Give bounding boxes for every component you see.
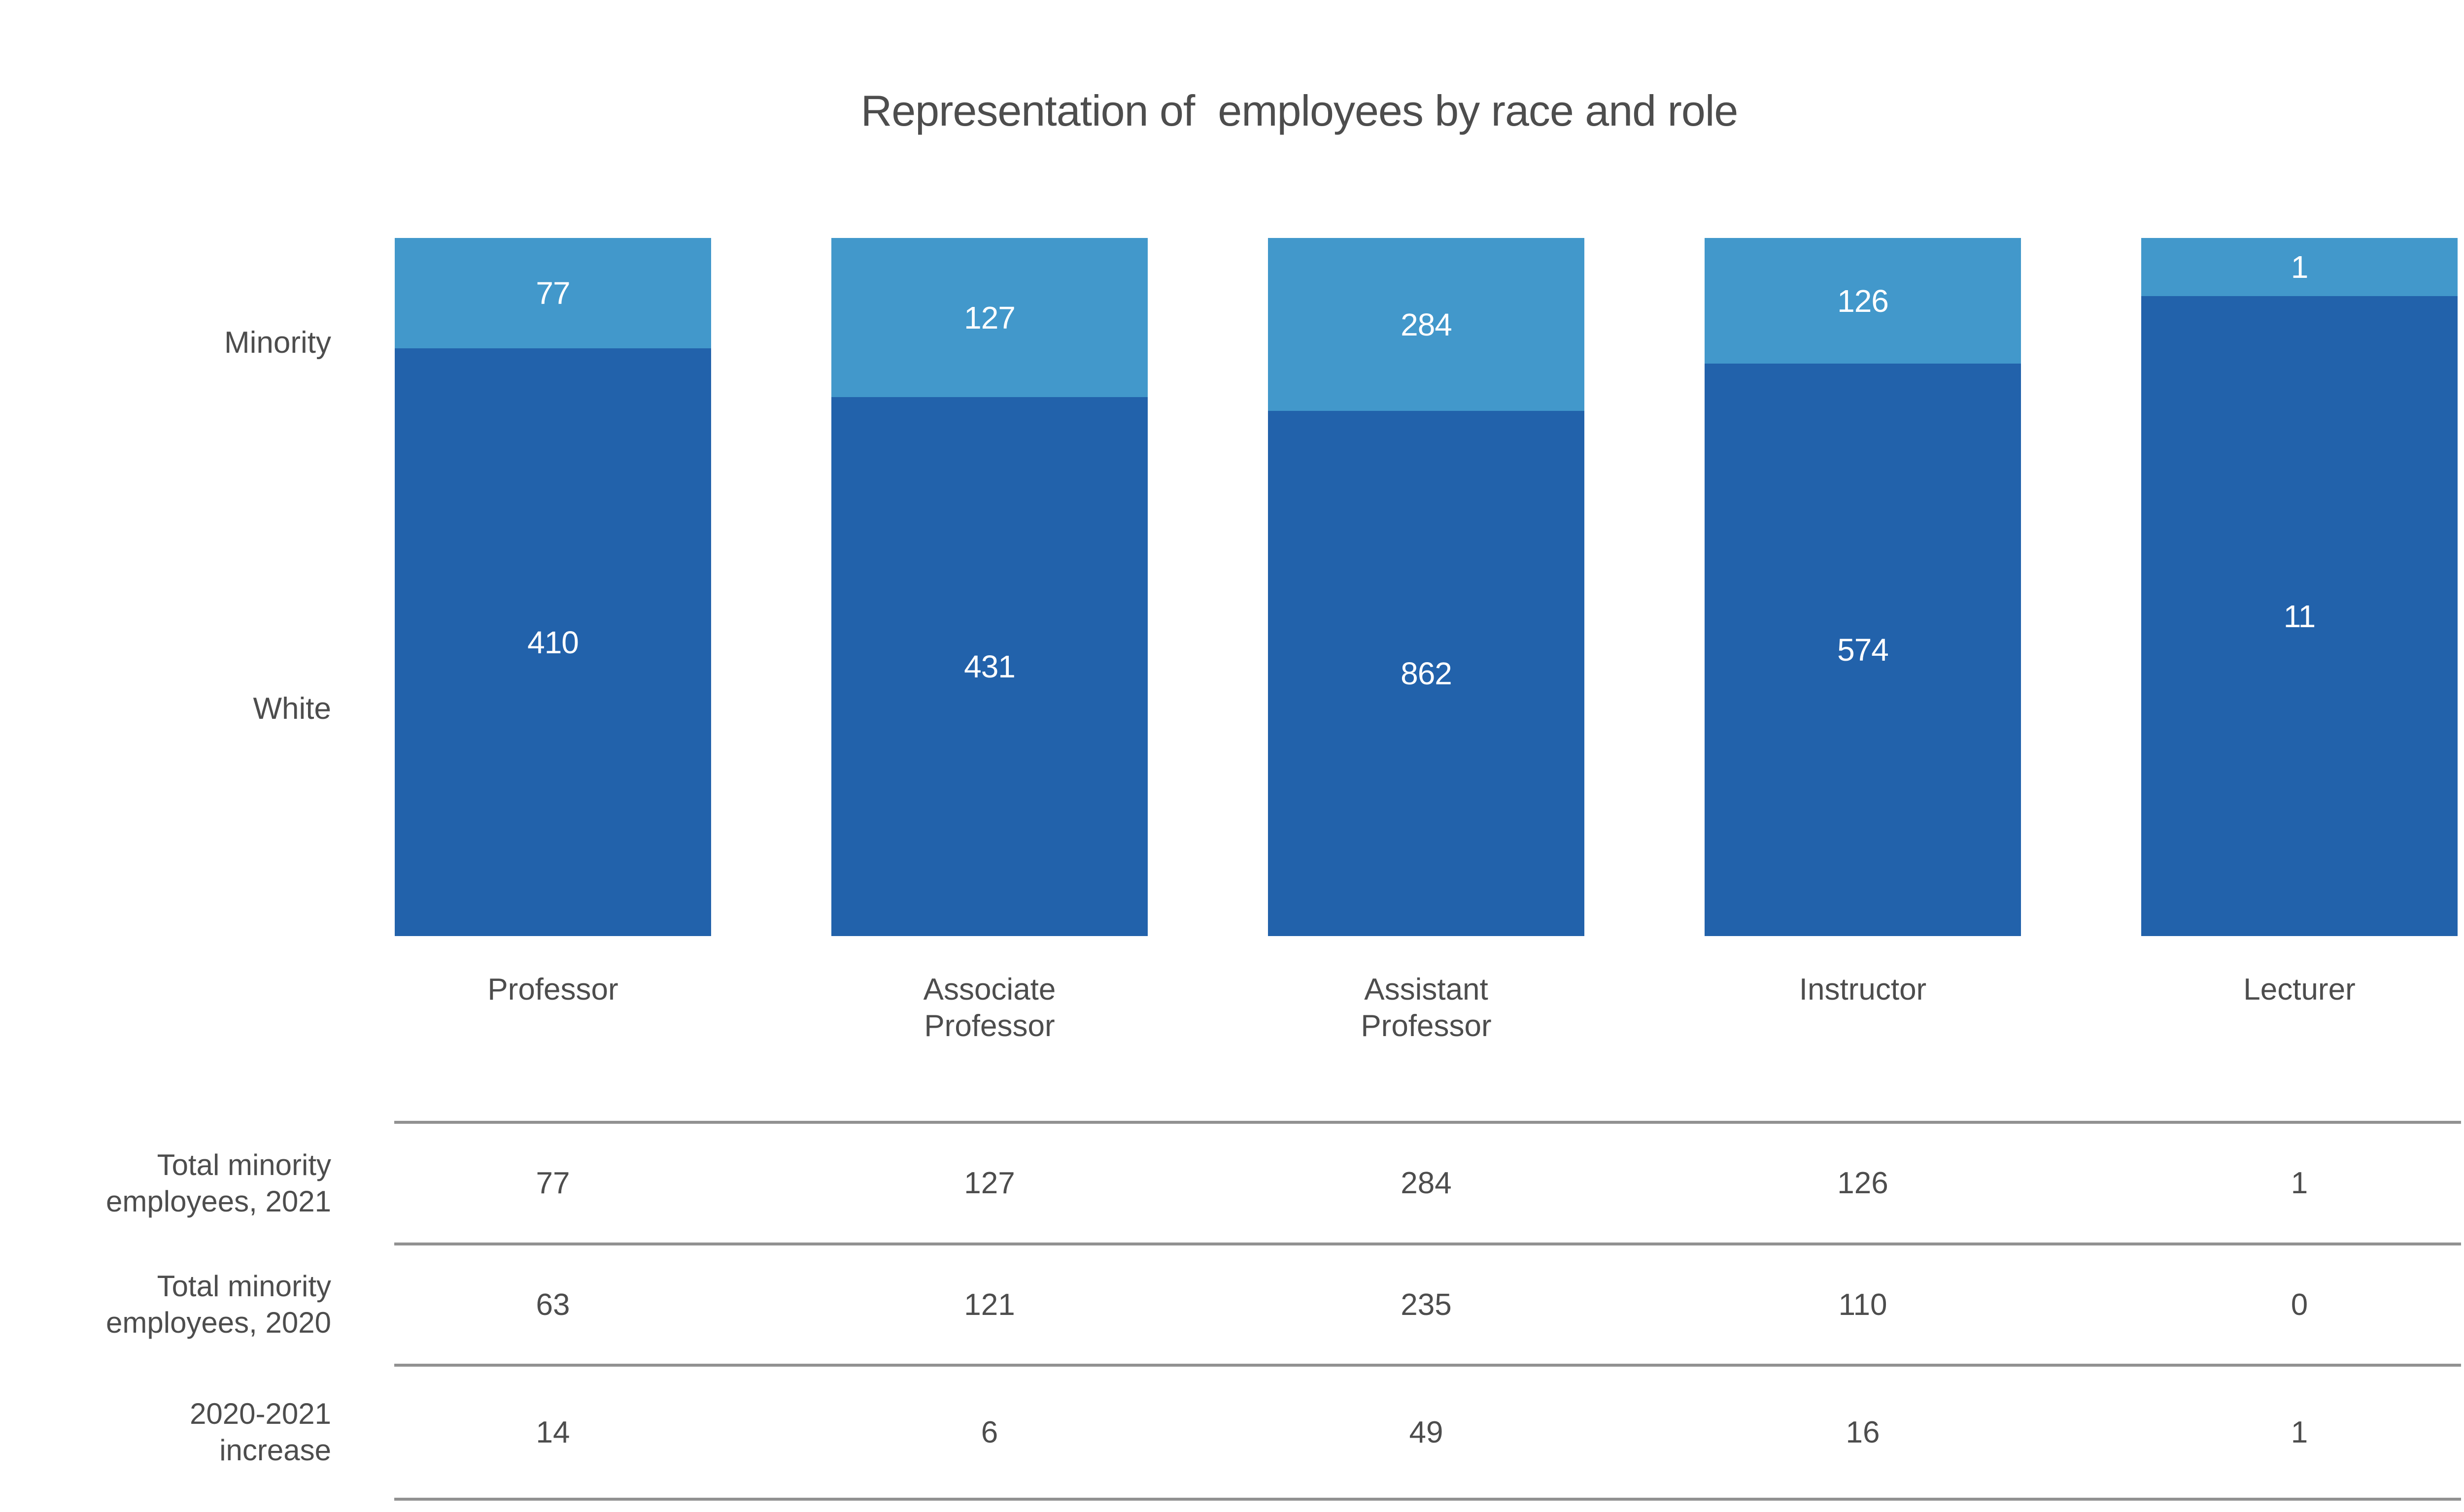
category-label-line: Instructor	[1799, 973, 1927, 1007]
category-label-line: Assistant	[1364, 973, 1488, 1007]
category-label: Lecturer	[2081, 972, 2464, 1008]
table-row-label-line: employees, 2021	[106, 1184, 331, 1218]
table-cell: 16	[1846, 1415, 1880, 1449]
category-label-line: Associate	[923, 973, 1056, 1007]
stacked-bar: 77 410	[395, 238, 711, 936]
table-cell: 63	[536, 1287, 570, 1322]
category-label-line: Professor	[1361, 1009, 1492, 1043]
category-label: Assistant Professor	[1208, 972, 1644, 1044]
white-segment: 11	[2141, 296, 2458, 936]
axis-label-white: White	[253, 692, 331, 726]
table-cell: 235	[1401, 1287, 1452, 1322]
table-cell: 121	[964, 1287, 1015, 1322]
minority-segment: 77	[395, 238, 711, 348]
minority-segment: 1	[2141, 238, 2458, 296]
table-cell: 1	[2291, 1166, 2308, 1200]
category-label: Instructor	[1644, 972, 2081, 1008]
minority-value-label: 1	[2291, 249, 2309, 285]
table-row-label: 2020-2021 increase	[190, 1367, 331, 1498]
category-label: Professor	[335, 972, 771, 1008]
white-segment: 410	[395, 348, 711, 936]
table-row-label: Total minority employees, 2020	[106, 1245, 331, 1364]
table-row: Total minority employees, 2020 63 121 235 11…	[106, 1243, 2461, 1364]
stacked-bar: 284 862	[1268, 238, 1584, 936]
table-cell: 6	[981, 1415, 998, 1449]
white-value-label: 431	[964, 649, 1016, 684]
table-cell: 110	[1838, 1287, 1887, 1322]
stacked-bar: 126 574	[1705, 238, 2021, 936]
table-cell: 14	[536, 1415, 570, 1449]
table-cell: 127	[964, 1166, 1015, 1200]
table-row-label: Total minority employees, 2021	[106, 1124, 331, 1243]
table-row: Total minority employees, 2021 77 127 284 12…	[106, 1121, 2461, 1243]
stacked-bar: 127 431	[831, 238, 1148, 936]
white-value-label: 11	[2283, 598, 2316, 634]
axis-label-minority: Minority	[224, 326, 331, 360]
minority-value-label: 284	[1401, 306, 1452, 342]
category-label-line: Professor	[924, 1009, 1055, 1043]
white-segment: 431	[831, 397, 1148, 936]
white-segment: 862	[1268, 411, 1584, 936]
table-row-label-line: employees, 2020	[106, 1306, 331, 1339]
white-value-label: 574	[1837, 632, 1889, 668]
table-row-label-line: Total minority	[157, 1270, 331, 1303]
table-cell: 49	[1409, 1415, 1443, 1449]
stacked-bar: 1 11	[2141, 238, 2458, 936]
table-row-label-line: Total minority	[157, 1148, 331, 1181]
chart-title: Representation of employees by race and …	[860, 86, 1739, 135]
category-label-line: Lecturer	[2243, 973, 2356, 1007]
white-value-label: 410	[527, 624, 579, 660]
minority-value-label: 127	[964, 300, 1016, 336]
table-cell: 1	[2291, 1415, 2308, 1449]
category-label: Associate Professor	[771, 972, 1208, 1044]
minority-segment: 126	[1705, 238, 2021, 364]
category-label-line: Professor	[487, 973, 618, 1007]
minority-value-label: 77	[536, 275, 570, 311]
white-segment: 574	[1705, 364, 2021, 936]
table-cell: 77	[536, 1166, 570, 1200]
table-row: 2020-2021 increase 14 6 49 16 1	[190, 1364, 2461, 1501]
white-value-label: 862	[1401, 656, 1452, 691]
table-cell: 0	[2291, 1287, 2308, 1322]
table-cell: 284	[1401, 1166, 1452, 1200]
table-cell: 126	[1837, 1166, 1888, 1200]
minority-segment: 284	[1268, 238, 1584, 411]
table-row-label-line: 2020-2021	[190, 1397, 331, 1430]
table-row-label-line: increase	[219, 1434, 331, 1467]
minority-segment: 127	[831, 238, 1148, 397]
minority-value-label: 126	[1837, 283, 1889, 319]
